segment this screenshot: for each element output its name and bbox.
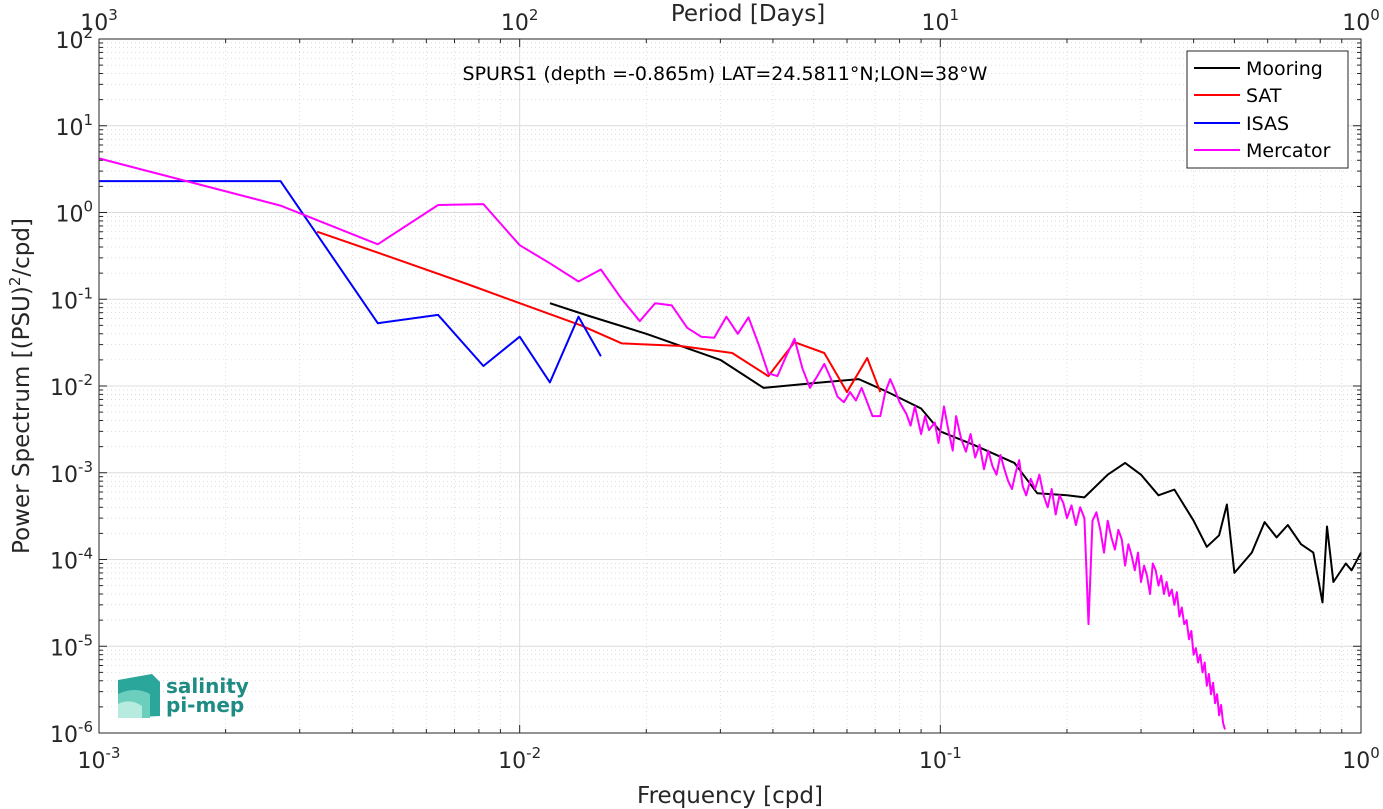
legend-label-mooring: Mooring — [1246, 58, 1323, 80]
x-tick-label-2-base: 10 — [919, 749, 947, 774]
logo-text-salinity: salinity — [166, 674, 249, 698]
y-tick-label-3-exp: -1 — [78, 284, 93, 302]
y-tick-label-7-exp: -5 — [78, 631, 93, 649]
y-tick-label-8-base: 10 — [50, 723, 78, 748]
x-tick-label-0: 10-3 — [78, 744, 121, 774]
logo-text-pi-mep: pi-mep — [166, 693, 244, 717]
y-tick-label-7-base: 10 — [50, 636, 78, 661]
y-tick-label-4: 10-2 — [50, 371, 93, 401]
legend-box — [1186, 50, 1349, 169]
y-tick-label-5: 10-3 — [50, 458, 93, 488]
y-tick-label-0-base: 10 — [55, 29, 83, 54]
y-tick-label-3-base: 10 — [50, 289, 78, 314]
y-tick-label-5-exp: -3 — [78, 458, 93, 476]
y-tick-label-8-exp: -6 — [78, 718, 93, 736]
x2-tick-label-2: 101 — [922, 6, 960, 36]
y-tick-label-1-exp: 1 — [83, 111, 93, 129]
x2-tick-label-3-base: 10 — [1342, 11, 1370, 36]
x-tick-label-3-exp: 0 — [1370, 744, 1380, 762]
x-tick-label-0-exp: -3 — [106, 744, 121, 762]
y-axis-label-main: Power Spectrum [(PSU) — [9, 286, 35, 554]
y-tick-label-0: 102 — [55, 24, 93, 54]
y-tick-label-1-base: 10 — [55, 116, 83, 141]
legend: Mooring SAT ISAS Mercator — [1186, 50, 1349, 169]
x2-tick-label-3: 100 — [1342, 6, 1380, 36]
x-tick-label-2: 10-1 — [919, 744, 962, 774]
legend-label-mercator: Mercator — [1246, 140, 1331, 162]
x-tick-label-0-base: 10 — [78, 749, 106, 774]
x2-tick-label-2-base: 10 — [922, 11, 950, 36]
legend-label-isas: ISAS — [1246, 113, 1289, 135]
x2-tick-label-1-base: 10 — [501, 11, 529, 36]
x-tick-label-3-base: 10 — [1342, 749, 1370, 774]
legend-label-sat: SAT — [1246, 85, 1282, 107]
x2-axis-label: Period [Days] — [671, 1, 825, 27]
x2-tick-label-2-exp: 1 — [950, 6, 960, 24]
y-tick-label-0-exp: 2 — [83, 24, 93, 42]
x2-tick-label-1: 102 — [501, 6, 539, 36]
x-tick-label-1-base: 10 — [498, 749, 526, 774]
series-line-isas — [99, 180, 602, 384]
y-tick-label-6: 10-4 — [50, 545, 93, 575]
x-tick-label-3: 100 — [1342, 744, 1380, 774]
series-line-mercator — [98, 157, 1226, 730]
y-axis-label: Power Spectrum [(PSU)2/cpd] — [6, 218, 35, 554]
chart-title: SPURS1 (depth =-0.865m) LAT=24.5811°N;LO… — [463, 63, 988, 85]
x2-tick-label-1-exp: 2 — [529, 6, 539, 24]
series-line-sat — [316, 230, 882, 394]
y-tick-label-2: 100 — [55, 198, 93, 228]
x2-tick-label-0-exp: 3 — [108, 6, 118, 24]
y-tick-label-8: 10-6 — [50, 718, 93, 748]
x-tick-label-1: 10-2 — [498, 744, 541, 774]
x-tick-label-1-exp: -2 — [526, 744, 541, 762]
x-tick-label-2-exp: -1 — [947, 744, 962, 762]
y-tick-label-4-exp: -2 — [78, 371, 93, 389]
logo-wave-icon-light — [118, 701, 142, 718]
x-axis-label: Frequency [cpd] — [637, 783, 823, 809]
y-tick-label-2-exp: 0 — [83, 198, 93, 216]
y-tick-label-3: 10-1 — [50, 284, 93, 314]
y-axis-label-end: /cpd] — [9, 218, 35, 277]
y-tick-label-6-base: 10 — [50, 550, 78, 575]
series-line-mooring — [549, 302, 1362, 604]
y-tick-label-2-base: 10 — [55, 203, 83, 228]
salinity-pi-mep-logo: salinity pi-mep — [118, 674, 249, 718]
y-tick-label-5-base: 10 — [50, 463, 78, 488]
series-layer — [98, 157, 1362, 730]
x2-tick-label-3-exp: 0 — [1370, 6, 1380, 24]
x2-tick-label-0-base: 10 — [80, 11, 108, 36]
x2-tick-label-0: 103 — [80, 6, 118, 36]
ticks — [98, 39, 1361, 734]
y-tick-label-6-exp: -4 — [78, 545, 93, 563]
y-tick-label-1: 101 — [55, 111, 93, 141]
y-tick-label-7: 10-5 — [50, 631, 93, 661]
y-tick-label-4-base: 10 — [50, 376, 78, 401]
y-axis-label-sup: 2 — [6, 277, 24, 287]
